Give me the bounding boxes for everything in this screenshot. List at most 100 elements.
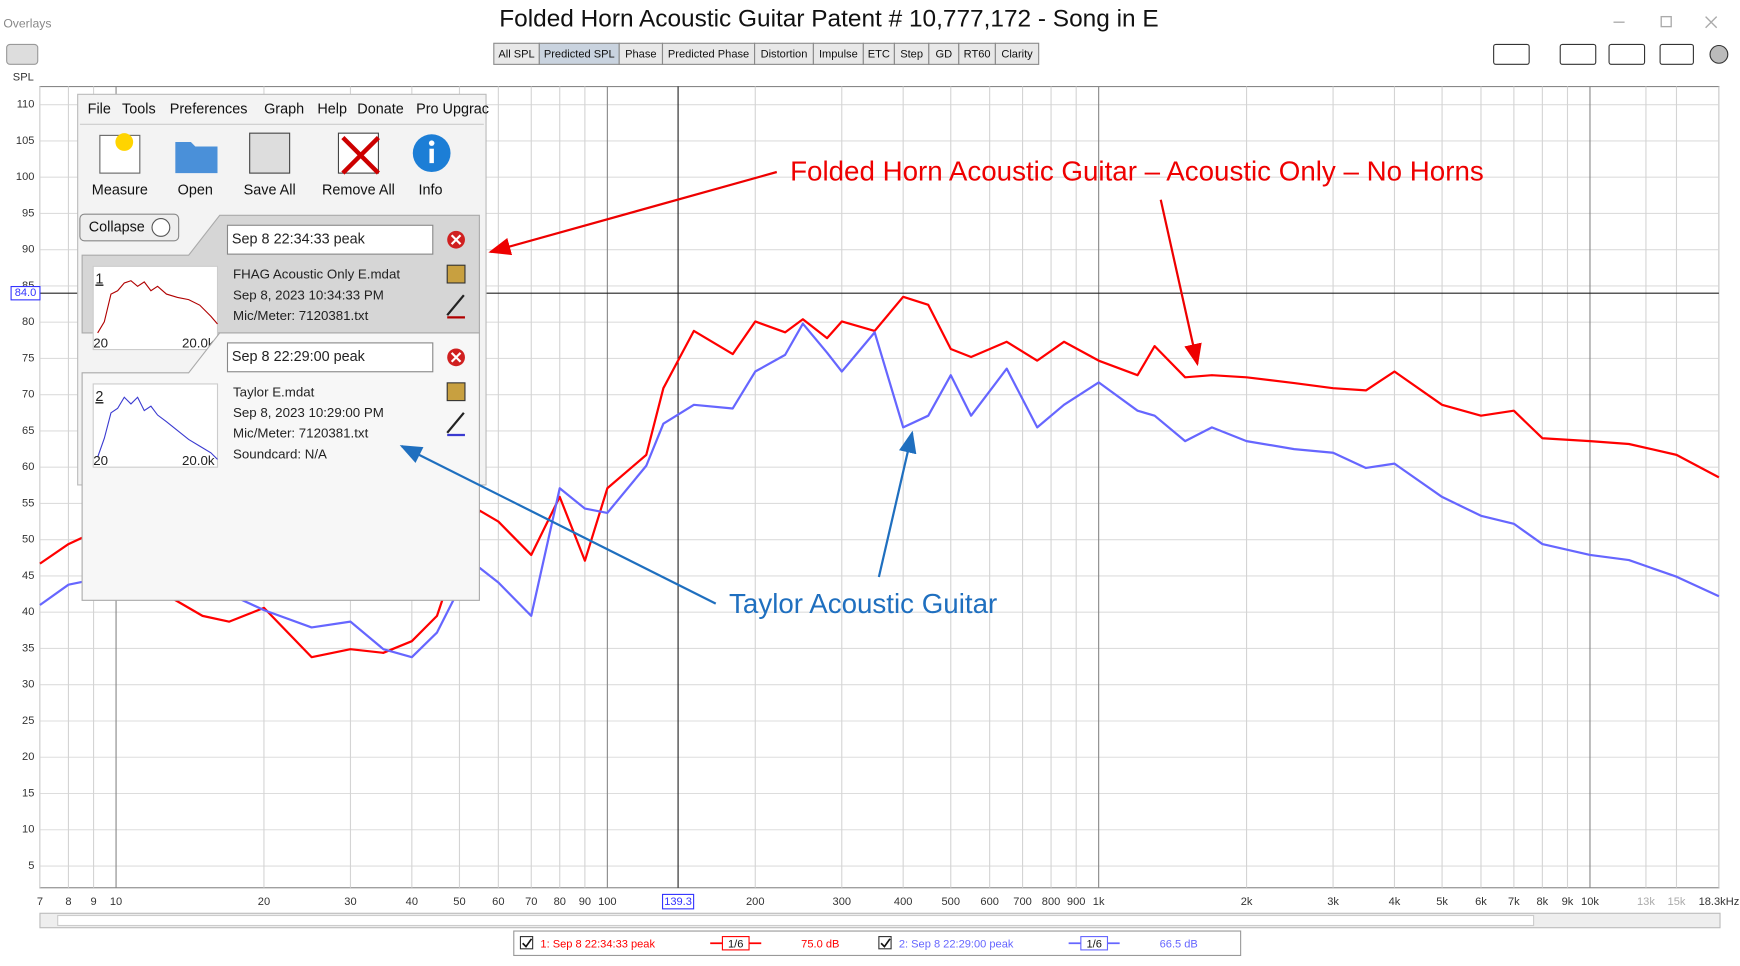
x-tick-label: 900 (1067, 896, 1085, 908)
toolbar-label[interactable]: Info (419, 183, 443, 199)
measurement-date: Sep 8, 2023 10:34:33 PM (233, 287, 384, 302)
y-tick-label: 45 (22, 570, 34, 582)
measurement-mic: Mic/Meter: 7120381.txt (233, 308, 369, 323)
level-label: 75.0 dB (801, 938, 839, 950)
status-label[interactable]: 2: Sep 8 22:29:00 peak (899, 938, 1014, 950)
measurement-name[interactable]: Sep 8 22:34:33 peak (232, 232, 366, 248)
edit-icon[interactable] (446, 264, 466, 284)
x-tick-label: 13k (1637, 896, 1655, 908)
measurement-name[interactable]: Sep 8 22:29:00 peak (232, 349, 366, 365)
collapse-icon[interactable] (151, 218, 171, 237)
measurement-file: Taylor E.mdat (233, 384, 315, 399)
x-tick-label: 70 (525, 896, 537, 908)
menu-item[interactable]: Graph (264, 102, 304, 118)
tab-label[interactable]: Phase (625, 48, 656, 60)
checkbox[interactable] (519, 936, 534, 950)
collapse-button[interactable] (79, 213, 180, 242)
y-tick-label: 10 (22, 824, 34, 836)
thumbnail (92, 265, 219, 351)
y-tick-label: 60 (22, 461, 34, 473)
arrow (488, 170, 778, 256)
x-tick-label: 7 (37, 896, 43, 908)
color-icon[interactable] (446, 412, 465, 434)
menu-item[interactable]: Donate (357, 102, 403, 118)
y-tick-label: 55 (22, 497, 34, 509)
menu-item[interactable]: Tools (122, 102, 156, 118)
arrow (399, 445, 717, 605)
view-icons (1493, 43, 1729, 65)
tab-label[interactable]: Step (900, 48, 923, 60)
y-tick-label: 90 (22, 244, 34, 256)
edit-icon[interactable] (446, 382, 466, 402)
arrow (877, 430, 917, 578)
y-tick-label: 30 (22, 679, 34, 691)
smoothing-box[interactable] (1080, 936, 1109, 951)
x-tick-label: 3k (1327, 896, 1339, 908)
x-tick-label: 700 (1013, 896, 1031, 908)
tab[interactable] (994, 42, 1040, 65)
menu-item[interactable]: Help (317, 102, 347, 118)
tab-label[interactable]: GD (935, 48, 952, 60)
x-tick-label: 60 (492, 896, 504, 908)
tab-label[interactable]: Clarity (1001, 48, 1033, 60)
collapse-label[interactable]: Collapse (89, 219, 145, 235)
tab-label[interactable]: Predicted SPL (544, 48, 615, 60)
thumb-min: 20 (93, 336, 108, 351)
measurement-index: 2 (95, 389, 103, 405)
x-tick-label: 8k (1537, 896, 1549, 908)
color-icon[interactable] (446, 294, 465, 316)
tab-label[interactable]: ETC (868, 48, 890, 60)
remove-x[interactable] (450, 234, 462, 245)
name-field[interactable] (226, 224, 434, 255)
status-label[interactable]: 1: Sep 8 22:34:33 peak (540, 938, 655, 950)
tab-label[interactable]: Predicted Phase (668, 48, 749, 60)
tab-label[interactable]: RT60 (964, 48, 991, 60)
y-tick-label: 5 (28, 860, 34, 872)
toolbar-label[interactable]: Remove All (322, 183, 395, 199)
tab-label[interactable]: Impulse (819, 48, 858, 60)
menu-item[interactable]: Pro Upgrac (416, 102, 489, 118)
level-label: 66.5 dB (1160, 938, 1198, 950)
x-tick-label: 300 (833, 896, 851, 908)
camera-button[interactable] (6, 43, 39, 65)
cursor-x-label: 139.3 (664, 896, 692, 908)
menu-item[interactable]: File (88, 102, 111, 118)
tab-label[interactable]: Distortion (761, 48, 808, 60)
x-tick-label: 20 (258, 896, 270, 908)
x-tick-label: 6k (1475, 896, 1487, 908)
measurement-mic: Mic/Meter: 7120381.txt (233, 426, 369, 441)
thumb-max: 20.0k (182, 453, 215, 468)
x-tick-label: 80 (554, 896, 566, 908)
x-tick-label: 10k (1581, 896, 1599, 908)
scroll-thumb[interactable] (57, 914, 1535, 927)
x-tick-label: 800 (1042, 896, 1060, 908)
smoothing-label[interactable]: 1/6 (728, 938, 743, 950)
smoothing-box[interactable] (721, 936, 750, 951)
thumbnail-curve (97, 280, 218, 334)
menu-item[interactable]: Preferences (170, 102, 248, 118)
y-tick-label: 35 (22, 642, 34, 654)
tab-label[interactable]: All SPL (498, 48, 534, 60)
smoothing-label[interactable]: 1/6 (1086, 938, 1101, 950)
toolbar-icons (99, 132, 451, 175)
window-label: Overlays (3, 17, 51, 31)
toolbar-label[interactable]: Save All (244, 183, 296, 199)
cursor-y-box (10, 285, 41, 301)
arrow (1159, 199, 1202, 367)
y-tick-label: 75 (22, 352, 34, 364)
remove-x[interactable] (450, 352, 462, 363)
series-line (39, 295, 1720, 659)
checkmark[interactable] (880, 938, 891, 948)
checkbox[interactable] (878, 936, 892, 950)
toolbar-label[interactable]: Measure (92, 183, 148, 199)
window-controls (1613, 15, 1718, 29)
name-field[interactable] (226, 342, 434, 373)
thumbnail-curve (97, 396, 218, 460)
x-tick-label: 4k (1389, 896, 1401, 908)
toolbar-label[interactable]: Open (178, 183, 213, 199)
checkmark[interactable] (522, 938, 533, 948)
x-tick-label: 9k (1562, 896, 1574, 908)
y-tick-label: 100 (16, 171, 34, 183)
